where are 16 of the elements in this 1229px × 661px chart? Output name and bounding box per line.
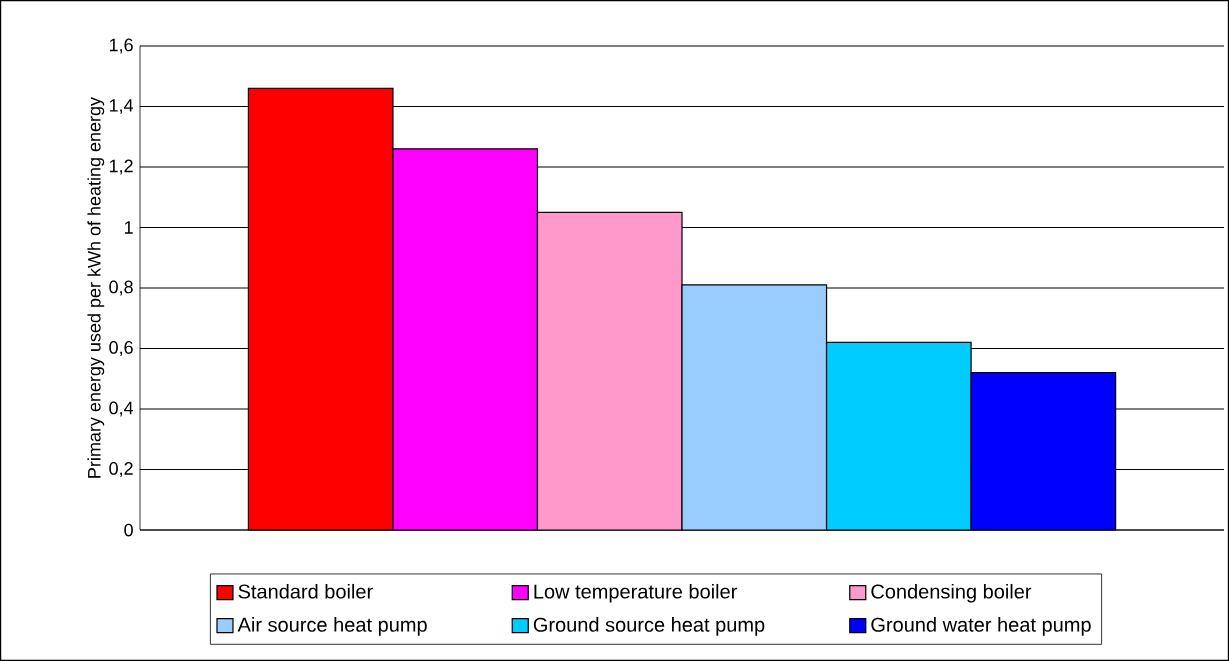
y-tick-label: 1,6 [109,38,133,54]
legend-label: Standard boiler [238,583,373,599]
y-tick-label: 1,2 [109,159,133,175]
y-axis-title: Primary energy used per kWh of heating energy [87,97,105,478]
y-tick-label: 0,6 [109,341,133,356]
legend-label: Ground source heat pump [533,617,765,636]
legend-label: Air source heat pump [237,617,427,636]
y-tick-label: 1 [124,221,133,234]
legend-label: Low temperature boiler [534,583,738,603]
y-tick-label: 0,8 [109,280,133,296]
y-tick-label: 1,4 [109,99,134,114]
legend-label: Condensing boiler [871,583,1032,603]
y-tick-label: 0,2 [109,462,133,477]
y-tick-label: 0 [124,523,133,537]
legend-label: Ground water heat pump [871,617,1091,636]
y-tick-label: 0,4 [109,401,134,417]
